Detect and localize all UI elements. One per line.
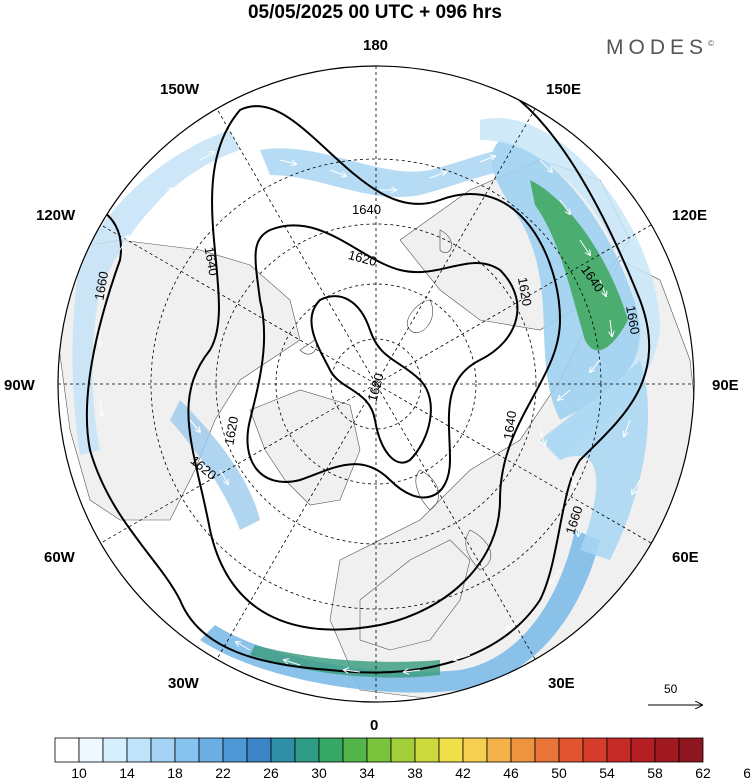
jet-streak-hudson bbox=[170, 400, 260, 530]
colorbar-swatch bbox=[606, 737, 632, 763]
colorbar-tick-label: 30 bbox=[311, 765, 327, 781]
colorbar-swatch bbox=[630, 737, 656, 763]
colorbar-tick-label: 66 bbox=[743, 765, 750, 781]
colorbar-swatch bbox=[366, 737, 392, 763]
colorbar-swatch bbox=[390, 737, 416, 763]
lon-label-150w: 150W bbox=[160, 81, 200, 98]
contour-1620-inner bbox=[246, 224, 519, 499]
lon-label-60e: 60E bbox=[672, 549, 699, 566]
lon-label-30w: 30W bbox=[168, 675, 200, 692]
brand-name: MODES bbox=[606, 36, 709, 59]
colorbar-tick-label: 10 bbox=[71, 765, 87, 781]
colorbar-swatch bbox=[510, 737, 536, 763]
colorbar-swatch bbox=[558, 737, 584, 763]
colorbar-swatch bbox=[438, 737, 464, 763]
colorbar-tick-label: 14 bbox=[119, 765, 135, 781]
colorbar-tick-label: 26 bbox=[263, 765, 279, 781]
map-boundary bbox=[57, 65, 695, 703]
graticule bbox=[58, 66, 694, 702]
lon-label-0: 0 bbox=[370, 717, 378, 730]
colorbar-tick-label: 38 bbox=[407, 765, 423, 781]
contour-label-5: 1620 bbox=[515, 276, 535, 307]
jet-streak-america bbox=[72, 130, 240, 455]
lon-label-30e: 30E bbox=[548, 675, 575, 692]
colorbar-swatch bbox=[486, 737, 512, 763]
jet-core-pacific bbox=[530, 180, 628, 351]
lon-label-120e: 120E bbox=[672, 207, 707, 224]
colorbar-swatch bbox=[222, 737, 248, 763]
contour-label-10: 1640 bbox=[500, 410, 519, 441]
jet-streak-north-pacific bbox=[260, 148, 520, 198]
colorbar-swatch bbox=[78, 737, 104, 763]
contour-label-9: 1620 bbox=[221, 415, 241, 446]
colorbar-swatch bbox=[654, 737, 680, 763]
jet-outer-pacific bbox=[480, 117, 660, 461]
north-america bbox=[58, 239, 301, 521]
contour-label-2: 1620 bbox=[347, 247, 379, 269]
colorbar-swatch bbox=[198, 737, 224, 763]
jet-core-atlantic bbox=[250, 645, 440, 678]
lon-label-180: 180 bbox=[363, 37, 388, 54]
colorbar-swatch bbox=[246, 737, 272, 763]
contour-label-3: 1660 bbox=[91, 270, 111, 301]
colorbar-tick-label: 42 bbox=[455, 765, 471, 781]
colorbar-swatch bbox=[126, 737, 152, 763]
lon-label-120w: 120W bbox=[36, 207, 76, 224]
colorbar-swatches bbox=[54, 737, 704, 763]
lon-label-90w: 90W bbox=[4, 377, 36, 394]
polar-map: 1640 1620 1660 1640 1620 1660 1640 1620 … bbox=[4, 37, 739, 730]
wind-vectors bbox=[100, 152, 641, 672]
longitude-labels: 180 150E 120E 90E 60E 30E 0 30W 60W 90W … bbox=[4, 37, 739, 730]
jet-streak-eurasia bbox=[540, 360, 649, 560]
colorbar-labels: 10141822263034384246505458626670 bbox=[71, 765, 750, 781]
colorbar-swatch bbox=[150, 737, 176, 763]
colorbar-swatch bbox=[294, 737, 320, 763]
colorbar-tick-label: 22 bbox=[215, 765, 231, 781]
colorbar-swatch bbox=[534, 737, 560, 763]
colorbar-swatch bbox=[582, 737, 608, 763]
greenland bbox=[249, 389, 361, 506]
height-contours bbox=[85, 79, 651, 674]
map-disk: 1640 1620 1660 1640 1620 1660 1640 1620 … bbox=[58, 66, 694, 702]
colorbar-tick-label: 18 bbox=[167, 765, 183, 781]
colorbar-swatch bbox=[270, 737, 296, 763]
contour-label-4: 1640 bbox=[201, 246, 221, 277]
contour-label-1: 1640 bbox=[352, 202, 381, 217]
lon-label-90e: 90E bbox=[712, 377, 739, 394]
lon-label-60w: 60W bbox=[44, 549, 76, 566]
contour-1660 bbox=[85, 79, 651, 674]
contour-label-8: 1620 bbox=[365, 372, 387, 404]
colorbar-tick-label: 46 bbox=[503, 765, 519, 781]
colorbar-swatch bbox=[678, 737, 704, 763]
colorbar-tick-label: 34 bbox=[359, 765, 375, 781]
colorbar-tick-label: 50 bbox=[551, 765, 567, 781]
contour-1640-outer bbox=[187, 105, 562, 631]
wind-shading bbox=[72, 117, 660, 693]
colorbar-swatch bbox=[414, 737, 440, 763]
contour-label-6: 1660 bbox=[623, 304, 643, 335]
colorbar-swatch bbox=[318, 737, 344, 763]
colorbar-swatch bbox=[54, 737, 80, 763]
brand-logo: MODES© bbox=[606, 36, 714, 60]
colorbar-tick-label: 54 bbox=[599, 765, 615, 781]
brand-mark: © bbox=[708, 39, 714, 48]
colorbar-swatch bbox=[342, 737, 368, 763]
contour-1620-polar bbox=[310, 295, 432, 464]
jet-streak-pacific bbox=[491, 140, 642, 420]
colorbar-tick-label: 58 bbox=[647, 765, 663, 781]
colorbar-swatch bbox=[462, 737, 488, 763]
colorbar-swatch bbox=[174, 737, 200, 763]
forecast-title: 05/05/2025 00 UTC + 096 hrs bbox=[247, 2, 503, 23]
lon-label-150e: 150E bbox=[546, 81, 581, 98]
colorbar-swatch bbox=[102, 737, 128, 763]
colorbar-tick-label: 62 bbox=[695, 765, 711, 781]
reference-vector-label: 50 bbox=[664, 682, 678, 696]
